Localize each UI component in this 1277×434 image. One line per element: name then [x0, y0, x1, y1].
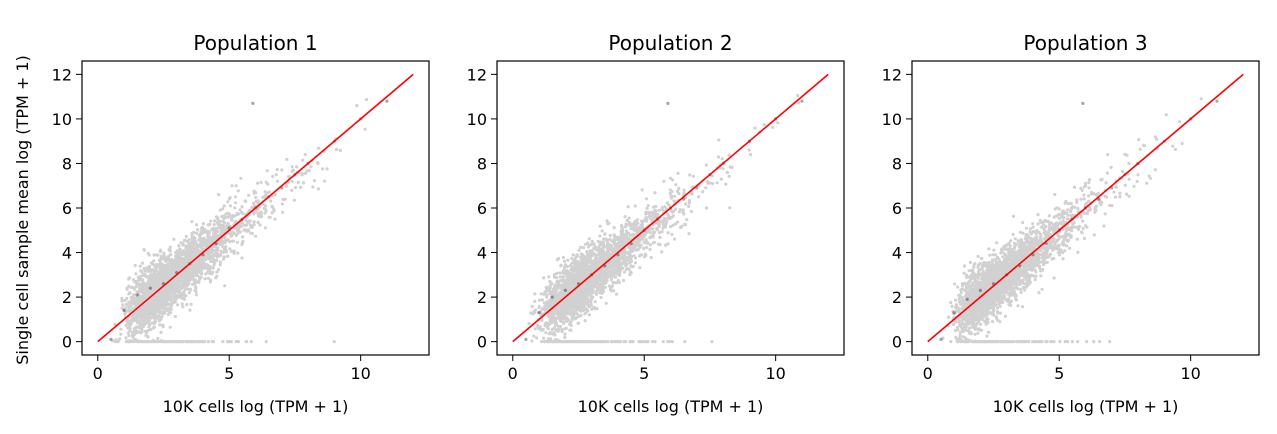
scatter-point: [939, 337, 943, 342]
y-tick-label: 8: [62, 154, 72, 173]
scatter-point: [666, 101, 670, 105]
scatter-points-2: [524, 93, 804, 344]
panel-title-3: Population 3: [1023, 31, 1147, 55]
scatter-point: [122, 308, 126, 313]
scatter-point: [109, 337, 113, 342]
scatter-point: [563, 288, 567, 293]
scatter-point: [1215, 99, 1219, 103]
x-tick-label: 0: [923, 364, 933, 383]
x-tick-label: 5: [1054, 364, 1064, 383]
panel-title-2: Population 2: [608, 31, 732, 55]
panel-title-1: Population 1: [193, 31, 317, 55]
scatter-point: [135, 293, 139, 297]
scatter-points-1: [109, 97, 389, 344]
scatter-point: [550, 295, 554, 299]
scatter-point: [524, 337, 528, 342]
scatter-panel-2: Population 2 0 5 10 0 2 4 6 8 10 12 10K cells log (…: [467, 31, 845, 416]
scatter-point: [800, 99, 804, 103]
y-tick-label: 4: [892, 244, 902, 263]
scatter-point: [537, 311, 541, 315]
x-tick-label: 10: [350, 364, 370, 383]
scatter-point: [251, 101, 255, 105]
identity-line-1: [97, 73, 414, 343]
x-axis-label-3: 10K cells log (TPM + 1): [993, 397, 1179, 416]
identity-line-3: [927, 73, 1244, 343]
x-tick-label: 5: [224, 364, 234, 383]
scatter-point: [965, 297, 969, 301]
y-tick-label: 10: [52, 110, 72, 129]
identity-line-2: [512, 73, 829, 343]
y-tick-label: 12: [882, 65, 902, 84]
x-tick-label: 0: [508, 364, 518, 383]
y-tick-label: 2: [62, 288, 72, 307]
y-tick-label: 8: [477, 154, 487, 173]
scatter-point: [148, 286, 152, 290]
y-tick-label: 6: [892, 199, 902, 218]
y-tick-label: 0: [62, 333, 72, 352]
scatter-points-3: [939, 97, 1219, 344]
y-tick-label: 2: [892, 288, 902, 307]
y-tick-label: 12: [467, 65, 487, 84]
y-tick-label: 4: [62, 244, 72, 263]
y-tick-label: 2: [477, 288, 487, 307]
scatter-panel-3: Population 3 0 5 10 0 2 4 6 8 10 12 10K cells log (…: [882, 31, 1260, 416]
x-tick-label: 0: [93, 364, 103, 383]
y-tick-label: 6: [62, 199, 72, 218]
scatter-point: [978, 288, 982, 293]
x-tick-label: 10: [765, 364, 785, 383]
y-tick-label: 0: [477, 333, 487, 352]
scatter-point: [1081, 101, 1085, 105]
scatter-point: [385, 99, 389, 103]
scatter-point-cloud-2: [527, 93, 801, 344]
y-tick-label: 4: [477, 244, 487, 263]
x-axis-label-1: 10K cells log (TPM + 1): [163, 397, 349, 416]
y-tick-label: 12: [52, 65, 72, 84]
shared-y-axis-label: Single cell sample mean log (TPM + 1): [13, 55, 32, 365]
y-tick-label: 10: [467, 110, 487, 129]
x-tick-label: 10: [1180, 364, 1200, 383]
scatter-point: [952, 311, 956, 315]
scatter-point-cloud-1: [111, 97, 369, 344]
y-tick-label: 0: [892, 333, 902, 352]
x-tick-label: 5: [639, 364, 649, 383]
x-axis-label-2: 10K cells log (TPM + 1): [578, 397, 764, 416]
scatter-panel-1: Population 1 0 5 10 0 2 4 6 8 10 12 10K cells log (…: [52, 31, 430, 416]
y-tick-label: 6: [477, 199, 487, 218]
y-tick-label: 10: [882, 110, 902, 129]
y-tick-label: 8: [892, 154, 902, 173]
